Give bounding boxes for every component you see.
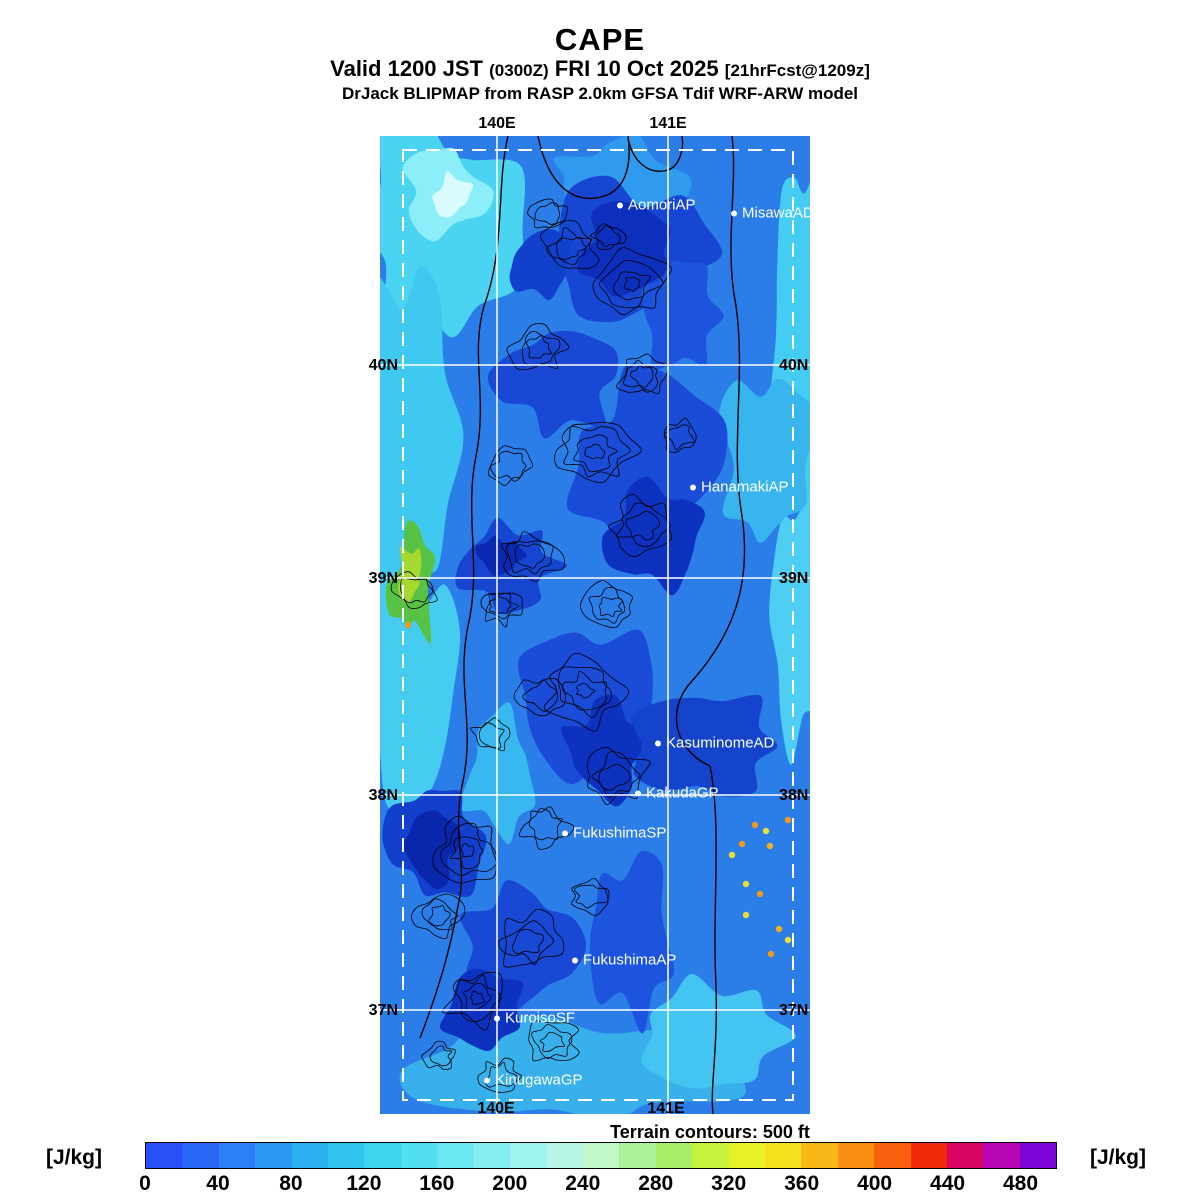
station-fukushimasp: FukushimaSP [562, 825, 666, 842]
lon-label-top-141e: 141E [649, 115, 687, 132]
colorbar-cell [946, 1143, 984, 1168]
station-label: HanamakiAP [701, 478, 789, 496]
colorbar-tick: 200 [492, 1172, 528, 1195]
station-dot-icon [617, 202, 623, 208]
colorbar-ticks: 0 40 80 120 160 200 240 280 320 360 400 440 480 [139, 1172, 1057, 1198]
lat-label-left-40n: 40N [368, 357, 398, 374]
lat-label-right-39n: 39N [779, 570, 809, 587]
colorbar-tick: 480 [1002, 1172, 1039, 1195]
station-label: FukushimaAP [583, 951, 677, 969]
station-label: MisawaAD [742, 204, 814, 222]
lon-label-top-140e: 140E [478, 115, 516, 132]
station-aomoriap: AomoriAP [617, 197, 696, 214]
colorbar-cell [255, 1143, 292, 1168]
colorbar-cell [801, 1143, 838, 1168]
colorbar-tick: 120 [346, 1172, 382, 1195]
colorbar-tick: 280 [638, 1172, 674, 1195]
colorbar-cell [655, 1143, 693, 1168]
colorbar-cell [983, 1143, 1020, 1168]
colorbar-cell [473, 1143, 511, 1168]
colorbar-cell [910, 1143, 947, 1168]
colorbar-cell [874, 1143, 911, 1168]
lat-label-left-39n: 39N [368, 570, 398, 587]
station-dot-icon [731, 210, 737, 216]
colorbar-cell [328, 1143, 365, 1168]
station-dot-icon [484, 1077, 490, 1083]
valid-time-line: Valid 1200 JST (0300Z) FRI 10 Oct 2025 [… [0, 56, 1200, 82]
valid-prefix: Valid 1200 JST [330, 56, 483, 81]
station-label: KakudaGP [646, 784, 719, 802]
colorbar-tick: 160 [419, 1172, 455, 1195]
station-kinugawagp: KinugawaGP [484, 1072, 583, 1089]
lon-label-bottom-141e: 141E [647, 1100, 685, 1117]
colorbar-cell [546, 1143, 583, 1168]
station-dot-icon [572, 957, 578, 963]
colorbar-tick: 360 [784, 1172, 820, 1195]
station-hanamakiap: HanamakiAP [690, 479, 789, 496]
colorbar-cell [364, 1143, 401, 1168]
colorbar-cell [291, 1143, 329, 1168]
latlon-grid [380, 136, 810, 1114]
station-dot-icon [655, 740, 661, 746]
map-svg [352, 99, 831, 1125]
lat-label-right-40n: 40N [779, 357, 809, 374]
colorbar-cell [582, 1143, 620, 1168]
station-label: FukushimaSP [573, 824, 667, 842]
station-dot-icon [494, 1015, 500, 1021]
units-label-right: [J/kg] [1090, 1146, 1147, 1169]
colorbar-cell [437, 1143, 474, 1168]
station-label: KuroisoSF [505, 1009, 576, 1027]
station-dot-icon [690, 484, 696, 490]
station-kakudagp: KakudaGP [635, 785, 719, 802]
cape-field-art [352, 99, 831, 1125]
forecast-tag: [21hrFcst@1209z] [724, 61, 870, 80]
colorbar [145, 1142, 1057, 1169]
station-fukushimaap: FukushimaAP [572, 952, 676, 969]
colorbar-cell [764, 1143, 802, 1168]
colorbar-cell [837, 1143, 875, 1168]
colorbar-cell [182, 1143, 219, 1168]
colorbar-tick: 0 [139, 1172, 151, 1195]
chart-title: CAPE [554, 22, 646, 57]
lon-label-bottom-140e: 140E [477, 1100, 515, 1117]
colorbar-tick: 240 [565, 1172, 601, 1195]
colorbar-tick: 400 [857, 1172, 893, 1195]
lat-label-left-37n: 37N [368, 1002, 398, 1019]
station-dot-icon [562, 830, 568, 836]
colorbar-tick: 320 [711, 1172, 747, 1195]
station-label: AomoriAP [628, 196, 696, 214]
lat-label-right-37n: 37N [779, 1002, 809, 1019]
valid-zulu-time: (0300Z) [489, 61, 549, 80]
colorbar-cell [510, 1143, 547, 1168]
units-label-left: [J/kg] [46, 1146, 103, 1169]
colorbar-cell [619, 1143, 656, 1168]
station-dot-icon [635, 790, 641, 796]
lat-label-right-38n: 38N [779, 787, 809, 804]
colorbar-tick: 80 [279, 1172, 303, 1195]
domain-boundary-dashed [402, 149, 794, 1101]
forecast-map [352, 99, 831, 1125]
colorbar-tick: 40 [206, 1172, 230, 1195]
colorbar-cell [1019, 1143, 1057, 1168]
station-kuroisosf: KuroisoSF [494, 1010, 575, 1027]
colorbar-tick: 440 [930, 1172, 966, 1195]
colorbar-cell [728, 1143, 765, 1168]
colorbar-cell [400, 1143, 438, 1168]
lat-label-left-38n: 38N [368, 787, 398, 804]
colorbar-cell [146, 1143, 183, 1168]
colorbar-cell [218, 1143, 256, 1168]
station-kasuminomead: KasuminomeAD [655, 735, 774, 752]
station-misawaad: MisawaAD [731, 205, 814, 222]
terrain-contours-note: Terrain contours: 500 ft [610, 1122, 810, 1142]
station-label: KinugawaGP [495, 1071, 583, 1089]
colorbar-cell [692, 1143, 729, 1168]
station-label: KasuminomeAD [666, 734, 775, 752]
model-line: DrJack BLIPMAP from RASP 2.0km GFSA Tdif… [341, 84, 859, 103]
valid-date: FRI 10 Oct 2025 [554, 56, 719, 81]
